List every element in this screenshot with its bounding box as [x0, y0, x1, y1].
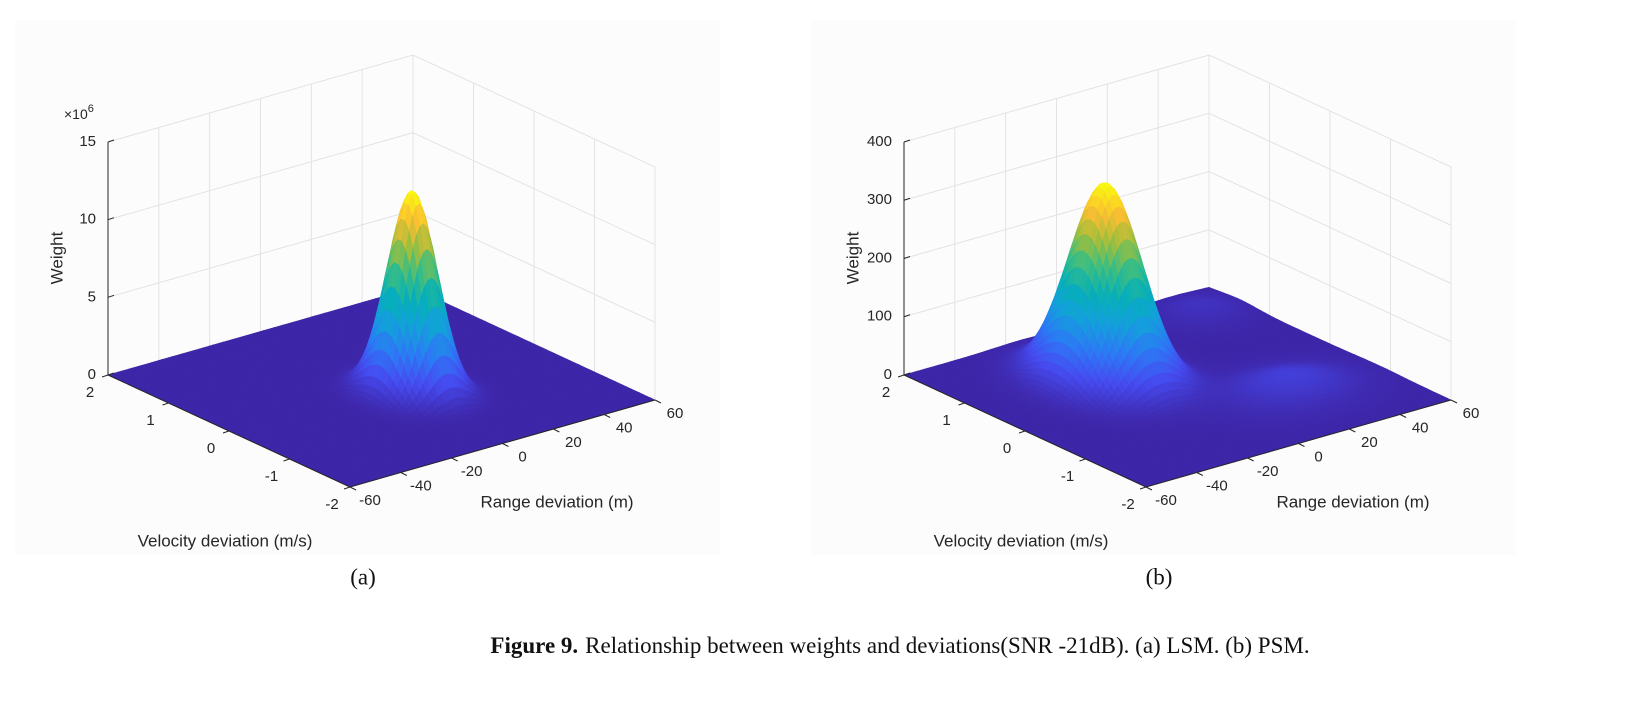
surface [107, 190, 656, 488]
grid-line [107, 132, 656, 246]
caption-label: Figure 9. [490, 633, 578, 658]
grid-line [107, 54, 656, 168]
caption-text: Relationship between weights and deviati… [585, 633, 1309, 658]
figure-caption: Figure 9. Relationship between weights an… [490, 633, 1309, 658]
